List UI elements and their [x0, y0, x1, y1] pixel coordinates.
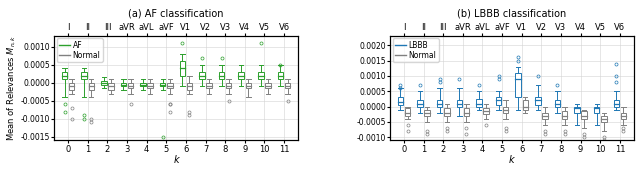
Bar: [239, 72, 244, 79]
Bar: [463, 108, 469, 116]
Bar: [160, 83, 166, 86]
Bar: [581, 111, 587, 119]
Bar: [515, 73, 521, 97]
Bar: [574, 107, 580, 113]
Bar: [404, 108, 410, 116]
Bar: [483, 108, 489, 114]
Bar: [147, 83, 153, 88]
Bar: [424, 110, 430, 116]
Bar: [226, 83, 232, 88]
Bar: [258, 72, 264, 79]
Bar: [88, 83, 94, 90]
Bar: [246, 83, 251, 88]
Bar: [128, 83, 133, 88]
Bar: [503, 107, 508, 113]
Bar: [199, 72, 205, 79]
Bar: [417, 100, 423, 107]
Title: (b) LBBB classification: (b) LBBB classification: [458, 9, 566, 19]
X-axis label: k: k: [173, 155, 179, 165]
Bar: [535, 97, 541, 105]
X-axis label: k: k: [509, 155, 515, 165]
Bar: [206, 83, 212, 88]
Bar: [81, 72, 87, 79]
Bar: [121, 83, 126, 86]
Bar: [601, 116, 607, 122]
Legend: LBBB, Normal: LBBB, Normal: [392, 38, 439, 62]
Bar: [456, 100, 462, 107]
Bar: [108, 83, 114, 90]
Bar: [555, 100, 560, 107]
Bar: [180, 61, 185, 76]
Bar: [621, 113, 626, 119]
Bar: [437, 100, 442, 107]
Bar: [397, 97, 403, 105]
Bar: [522, 100, 528, 110]
Bar: [496, 97, 501, 105]
Bar: [187, 83, 192, 90]
Bar: [167, 83, 173, 88]
Y-axis label: Mean of Relevances $M_{n,k}$: Mean of Relevances $M_{n,k}$: [6, 35, 18, 141]
Title: (a) AF classification: (a) AF classification: [129, 9, 224, 19]
Bar: [69, 83, 74, 90]
Bar: [278, 72, 284, 79]
Bar: [219, 72, 225, 79]
Bar: [614, 100, 619, 107]
Bar: [444, 108, 449, 116]
Bar: [594, 107, 600, 113]
Bar: [62, 72, 67, 79]
Bar: [101, 81, 107, 85]
Legend: AF, Normal: AF, Normal: [57, 38, 103, 62]
Bar: [542, 113, 548, 119]
Bar: [265, 83, 271, 88]
Bar: [562, 111, 567, 119]
Bar: [140, 83, 146, 86]
Bar: [476, 99, 482, 107]
Bar: [285, 83, 291, 88]
